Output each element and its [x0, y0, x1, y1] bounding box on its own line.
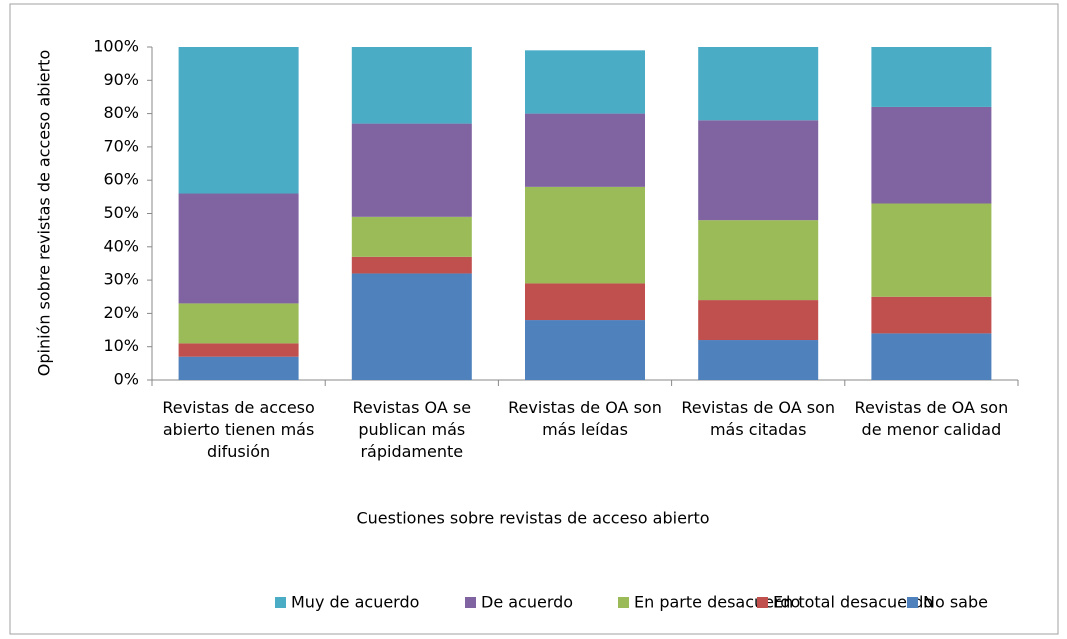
bar-segment: [525, 320, 645, 380]
bar-segment: [698, 300, 819, 341]
bar-segment: [698, 340, 819, 380]
x-tick-label: Revistas de OA son más citadas: [681, 398, 836, 439]
x-tick-label: Revistas de acceso abierto tienen más di…: [162, 398, 315, 461]
bar-segment: [698, 220, 819, 301]
legend-label: En total desacuerdo: [773, 593, 933, 612]
bar-segment: [525, 186, 645, 284]
y-tick-label: 10%: [103, 336, 139, 355]
bar-segment: [871, 203, 992, 297]
bar-segment: [178, 343, 299, 357]
y-tick-label: 20%: [103, 303, 139, 322]
bar-segment: [351, 123, 472, 217]
bar-segment: [351, 216, 472, 257]
bar-segment: [525, 50, 645, 114]
legend-label: Muy de acuerdo: [291, 593, 419, 612]
bar-segment: [525, 113, 645, 187]
y-tick-label: 80%: [103, 103, 139, 122]
legend-swatch: [757, 597, 768, 608]
bar-segment: [871, 47, 992, 107]
y-tick-label: 0%: [114, 370, 139, 389]
bar-segment: [698, 47, 819, 121]
bar-segment: [871, 333, 992, 380]
bar-segment: [698, 120, 819, 221]
bar-segment: [351, 47, 472, 124]
bar-segment: [525, 283, 645, 321]
legend-swatch: [618, 597, 629, 608]
bar-segment: [178, 47, 299, 194]
legend-swatch: [907, 597, 918, 608]
y-tick-label: 90%: [103, 70, 139, 89]
bar-segment: [178, 356, 299, 380]
bar-segment: [178, 193, 299, 304]
bar-segment: [351, 256, 472, 274]
y-tick-label: 100%: [93, 37, 139, 56]
bar-segment: [871, 296, 992, 334]
y-tick-label: 50%: [103, 203, 139, 222]
legend-swatch: [275, 597, 286, 608]
y-tick-label: 40%: [103, 236, 139, 255]
x-tick-label: Revistas de OA son más leídas: [508, 398, 662, 439]
bar-segment: [871, 106, 992, 204]
legend-label: No sabe: [923, 593, 988, 612]
x-tick-label: Revistas OA se publican más rápidamente: [352, 398, 472, 461]
y-tick-label: 60%: [103, 170, 139, 189]
legend-swatch: [465, 597, 476, 608]
bar-segment: [178, 303, 299, 344]
y-axis-title: Opinión sobre revistas de acceso abierto: [35, 50, 54, 376]
y-tick-label: 30%: [103, 270, 139, 289]
bar-segment: [351, 273, 472, 380]
y-tick-label: 70%: [103, 136, 139, 155]
legend-label: De acuerdo: [481, 593, 573, 612]
x-tick-label: Revistas de OA son de menor calidad: [854, 398, 1009, 439]
x-axis-title: Cuestiones sobre revistas de acceso abie…: [356, 509, 709, 528]
